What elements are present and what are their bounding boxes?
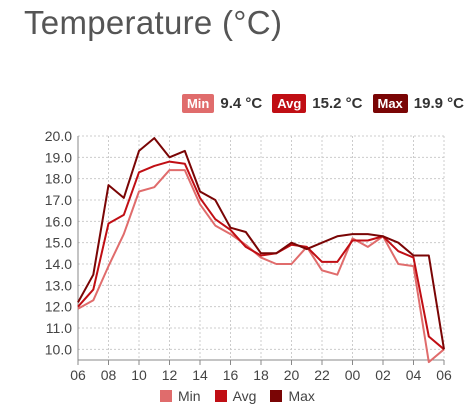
x-tick-label: 12 — [162, 367, 178, 383]
series-line-max — [77, 137, 445, 350]
x-tick-label: 06 — [436, 367, 452, 383]
chart-legend: Min Avg Max — [160, 388, 315, 404]
x-tick-label: 14 — [192, 367, 208, 383]
x-tick-label: 16 — [223, 367, 239, 383]
x-tick-label: 08 — [101, 367, 117, 383]
y-tick-label: 10.0 — [45, 341, 72, 357]
min-badge: Min — [181, 94, 215, 113]
y-tick-label: 18.0 — [45, 171, 72, 187]
stat-max: Max 19.9 °C — [372, 94, 464, 113]
legend-swatch-min — [160, 390, 172, 402]
legend-swatch-max — [270, 390, 283, 402]
y-tick-label: 11.0 — [46, 320, 72, 336]
legend-item-avg[interactable]: Avg — [214, 388, 257, 404]
x-tick-label: 18 — [253, 367, 269, 383]
avg-badge: Avg — [272, 94, 307, 113]
stats-bar: Min 9.4 °C Avg 15.2 °C Max 19.9 °C — [181, 94, 464, 113]
y-tick-label: 15.0 — [45, 235, 72, 251]
x-tick-label: 10 — [131, 367, 147, 383]
y-tick-label: 12.0 — [45, 299, 72, 315]
avg-value: 15.2 °C — [312, 95, 363, 112]
x-tick-label: 04 — [406, 367, 422, 383]
max-badge: Max — [372, 94, 408, 113]
x-tick-label: 20 — [284, 367, 300, 383]
y-tick-label: 17.0 — [45, 192, 72, 208]
legend-item-max[interactable]: Max — [270, 388, 315, 404]
y-tick-label: 14.0 — [45, 256, 72, 272]
y-tick-label: 20.0 — [45, 128, 72, 144]
y-tick-label: 13.0 — [45, 277, 72, 293]
legend-label-avg: Avg — [232, 388, 257, 404]
x-tick-label: 22 — [314, 367, 330, 383]
chart-title: Temperature (°C) — [24, 4, 283, 41]
x-tick-label: 06 — [70, 367, 86, 383]
min-value: 9.4 °C — [220, 95, 263, 112]
legend-swatch-avg — [214, 390, 227, 402]
x-tick-label: 02 — [375, 367, 391, 383]
y-tick-label: 19.0 — [45, 149, 72, 165]
temperature-chart: 20.0 19.0 18.0 17.0 16.0 15.0 14.0 13.0 12.0 11.0… — [45, 128, 452, 383]
stat-avg: Avg 15.2 °C — [272, 94, 363, 113]
legend-item-min[interactable]: Min — [160, 388, 201, 404]
x-tick-label: 00 — [345, 367, 361, 383]
legend-label-min: Min — [178, 388, 201, 404]
stat-min: Min 9.4 °C — [181, 94, 263, 113]
y-tick-label: 16.0 — [45, 213, 72, 229]
legend-label-max: Max — [288, 388, 315, 404]
max-value: 19.9 °C — [413, 95, 464, 112]
